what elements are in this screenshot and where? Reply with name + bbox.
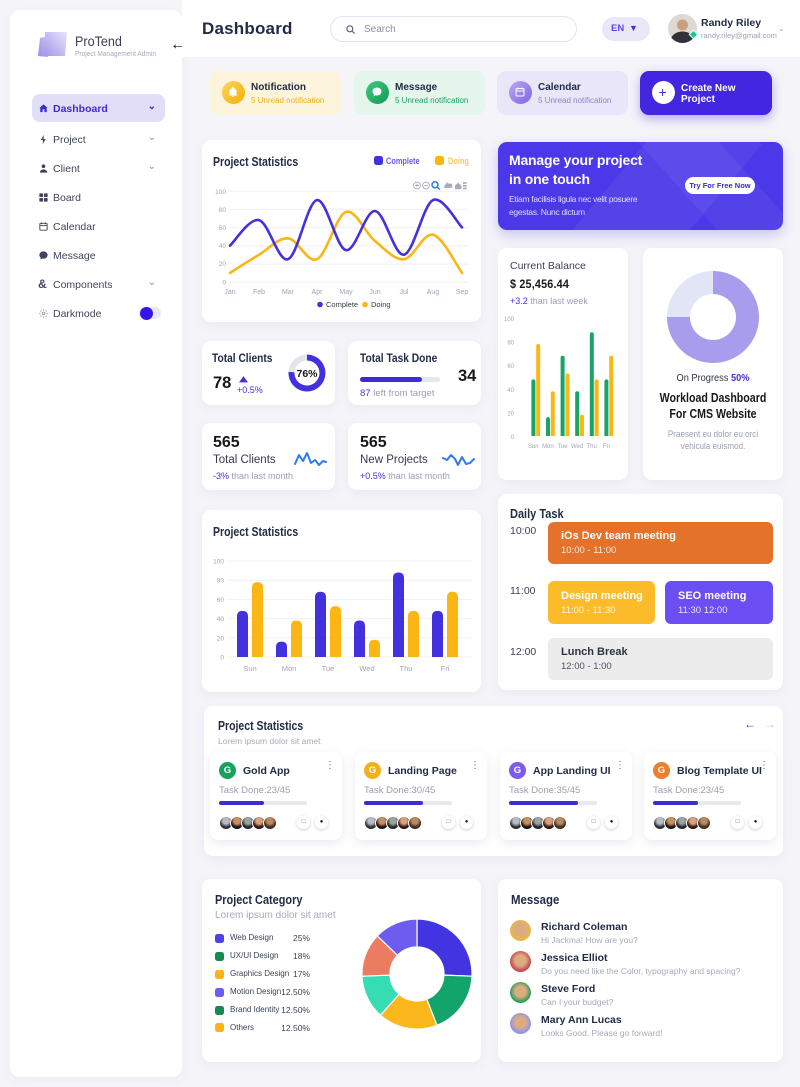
svg-text:Feb: Feb <box>253 289 265 296</box>
svg-text:100: 100 <box>215 189 226 196</box>
svg-text:Apr: Apr <box>312 289 324 296</box>
svg-text:20: 20 <box>219 261 227 268</box>
svg-text:Mar: Mar <box>282 289 295 296</box>
svg-text:Jun: Jun <box>369 289 380 296</box>
svg-text:100: 100 <box>213 559 224 566</box>
svg-text:0: 0 <box>511 435 515 441</box>
svg-text:60: 60 <box>219 225 227 232</box>
svg-text:Sun: Sun <box>528 444 539 450</box>
svg-text:Thu: Thu <box>400 664 413 673</box>
svg-text:Fri: Fri <box>441 664 450 673</box>
svg-text:40: 40 <box>217 616 225 623</box>
svg-text:Wed: Wed <box>571 444 583 450</box>
svg-text:Mon: Mon <box>542 444 554 450</box>
svg-text:Doing: Doing <box>371 300 391 309</box>
svg-text:Tue: Tue <box>557 444 568 450</box>
svg-text:100: 100 <box>504 317 515 323</box>
svg-text:Sun: Sun <box>243 664 256 673</box>
svg-text:0: 0 <box>220 655 224 662</box>
svg-text:Thu: Thu <box>587 444 597 450</box>
svg-text:80: 80 <box>219 207 227 214</box>
svg-text:0: 0 <box>222 280 226 287</box>
svg-text:Fri: Fri <box>603 444 610 450</box>
svg-text:Jul: Jul <box>400 289 409 296</box>
svg-text:Aug: Aug <box>427 289 440 296</box>
svg-text:20: 20 <box>507 411 514 417</box>
svg-text:May: May <box>339 289 353 296</box>
svg-text:Complete: Complete <box>326 300 358 309</box>
svg-text:Sep: Sep <box>456 289 469 296</box>
svg-text:Wed: Wed <box>359 664 374 673</box>
svg-text:60: 60 <box>507 364 514 370</box>
svg-text:40: 40 <box>507 388 514 394</box>
svg-text:76%: 76% <box>296 368 318 380</box>
svg-text:Mon: Mon <box>282 664 297 673</box>
svg-text:20: 20 <box>217 635 225 642</box>
svg-text:60: 60 <box>217 597 225 604</box>
svg-text:80: 80 <box>217 578 225 585</box>
svg-text:Jan: Jan <box>224 289 235 296</box>
svg-text:40: 40 <box>219 243 227 250</box>
svg-text:80: 80 <box>507 341 514 347</box>
svg-text:Tue: Tue <box>322 664 335 673</box>
